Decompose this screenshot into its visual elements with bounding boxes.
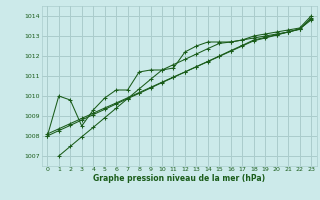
- X-axis label: Graphe pression niveau de la mer (hPa): Graphe pression niveau de la mer (hPa): [93, 174, 265, 183]
